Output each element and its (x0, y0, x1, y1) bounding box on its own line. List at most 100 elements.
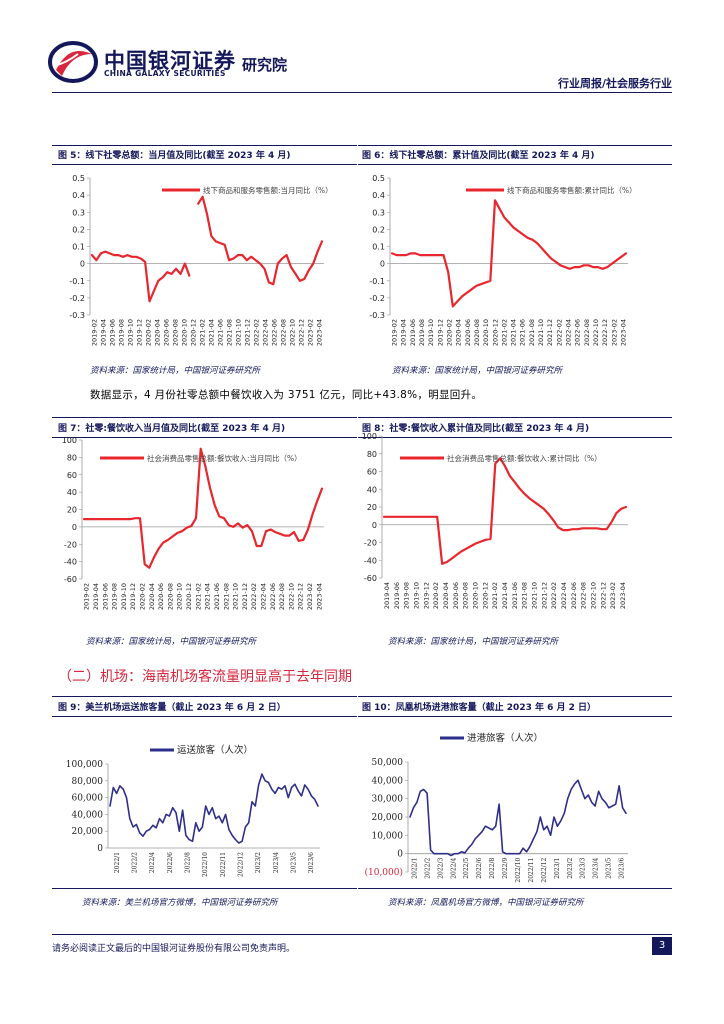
fig8-y-tick-label: -40 (364, 556, 377, 565)
fig6-y-tick-label: 0.2 (372, 225, 385, 234)
fig8-x-tick-label: 2020-02 (432, 582, 440, 609)
fig10-y-tick-label: 30,000 (372, 795, 404, 805)
fig5-x-tick-label: 2021-08 (226, 319, 234, 346)
fig6-chart: 0.5 0.4 0.3 0.2 0.1 0 -0.1 -0.2 -0.3 2019-02 2019-… (356, 168, 646, 356)
fig5-x-tick-label: 2021-10 (235, 319, 243, 346)
fig5-x-tick-label: 2019-06 (109, 319, 117, 346)
fig5-x-tick-label: 2022-02 (253, 319, 261, 346)
fig9-x-tick-label: 2023/5 (291, 852, 298, 873)
fig8-x-tick-label: 2019-08 (403, 582, 411, 609)
fig7-y-tick-label: -20 (64, 540, 77, 549)
fig9-x-tick-label: 2022/4 (149, 852, 156, 873)
fig5-x-tick-label: 2021-04 (208, 319, 216, 346)
page-number: 3 (652, 937, 672, 955)
fig7-x-tick-label: 2022-10 (287, 583, 295, 610)
fig6-x-tick-label: 2022-10 (592, 319, 600, 346)
fig6-legend-label: 线下商品和服务零售额:累计同比（%） (507, 185, 637, 195)
fig10-x-tick-label: 2022/12 (541, 857, 548, 882)
fig5-legend-label: 线下商品和服务零售额:当月同比（%） (203, 185, 333, 195)
logo-text-en: CHINA GALAXY SECURITIES (104, 69, 226, 78)
fig6-x-tick-label: 2021-12 (546, 319, 554, 346)
fig6-y-tick-label: -0.2 (369, 294, 385, 303)
fig9-bottom-rule (52, 888, 357, 889)
fig5-x-tick-label: 2019-10 (127, 319, 135, 346)
fig6-x-tick-label: 2021-10 (537, 319, 545, 346)
fig10-x-tick-label: 2022/2 (424, 857, 431, 878)
fig7-x-tick-label: 2019-12 (129, 583, 137, 610)
fig8-x-tick-label: 2022-08 (580, 582, 588, 609)
report-category: 行业周报/社会服务行业 (557, 77, 672, 90)
fig10-svg: 50,000 40,000 30,000 20,000 10,000 0 (10,000) 2… (364, 732, 628, 883)
fig8-x-tick-label: 2020-08 (462, 582, 470, 609)
fig7-x-tick-label: 2019-02 (83, 583, 91, 610)
fig8-y-tick-label: 60 (367, 468, 377, 477)
fig9-y-tick-label: 0 (97, 844, 103, 854)
fig6-x-tick-label: 2022-04 (565, 319, 573, 346)
fig8-x-tick-label: 2023-04 (619, 582, 627, 609)
fig6-y-tick-label: -0.3 (369, 311, 385, 320)
fig10-title-rule (358, 696, 672, 697)
fig6-x-tick-label: 2022-08 (583, 319, 591, 346)
fig10-x-tick-label: 2022/4 (450, 857, 457, 878)
fig5-y-tick-label: 0.1 (72, 243, 85, 252)
fig9-chart: 100,000 80,000 60,000 40,000 20,000 0 2022/1 20… (52, 728, 342, 880)
fig6-x-tick-label: 2021-04 (510, 319, 518, 346)
fig6-x-tick-label: 2020-12 (491, 319, 499, 346)
fig5-x-tick-label: 2019-12 (136, 319, 144, 346)
fig5-x-tick-label: 2019-08 (118, 319, 126, 346)
fig6-x-tick-label: 2023-04 (619, 319, 627, 346)
fig6-y-tick-label: -0.1 (369, 277, 385, 286)
fig9-svg: 100,000 80,000 60,000 40,000 20,000 0 2022/1 20… (66, 744, 320, 877)
fig6-x-tick-label: 2021-02 (500, 319, 508, 346)
fig8-x-tick-label: 2021-04 (501, 582, 509, 609)
fig9-y-tick-label: 60,000 (72, 794, 104, 804)
fig8-x-tick-label: 2020-10 (471, 582, 479, 609)
fig5-x-tick-label: 2023-04 (316, 319, 324, 346)
fig8-y-tick-label: -20 (364, 539, 377, 548)
fig8-source: 资料来源：国家统计局，中国银河证券研究所 (388, 637, 559, 647)
fig10-y-tick-label: 0 (397, 850, 403, 860)
fig6-x-tick-label: 2022-12 (601, 319, 609, 346)
fig5-x-tick-label: 2022-12 (298, 319, 306, 346)
fig6-x-tick-label: 2019-06 (409, 319, 417, 346)
fig8-legend-label: 社会消费品零售总额:餐饮收入:累计同比（%） (447, 453, 602, 463)
fig10-series-line (409, 779, 627, 857)
fig5-y-tick-label: -0.1 (69, 277, 85, 286)
fig8-title: 图 8：社零:餐饮收入累计值及同比(截至 2023 年 4 月) (362, 424, 590, 434)
fig10-x-tick-label: 2022/3 (437, 857, 444, 878)
footer-disclaimer: 请务必阅读正文最后的中国银河证券股份有限公司免责声明。 (52, 944, 296, 954)
fig10-y-tick-label: 20,000 (372, 813, 404, 823)
fig5-x-tick-label: 2022-06 (271, 319, 279, 346)
fig10-x-tick-label: 2023/2 (567, 857, 574, 878)
fig7-y-tick-label: -40 (64, 558, 77, 567)
fig9-x-tick-label: 2022/10 (202, 852, 209, 877)
fig6-x-tick-label: 2020-02 (446, 319, 454, 346)
fig6-y-tick-label: 0.4 (372, 191, 385, 200)
fig10-x-tick-label: 2023/1 (554, 858, 561, 879)
fig5-title-rule (52, 145, 357, 146)
fig10-source: 资料来源：凤凰机场官方微博，中国银河证券研究所 (388, 898, 584, 908)
fig9-legend-label: 运送旅客（人次） (177, 744, 253, 756)
fig7-x-tick-label: 2022-06 (269, 583, 277, 610)
fig9-x-tick-label: 2022/11 (220, 852, 227, 877)
fig7-y-tick-label: 20 (67, 506, 77, 515)
fig10-x-tick-label: 2023/4 (593, 857, 600, 878)
fig9-x-tick-label: 2022/2 (132, 852, 139, 873)
fig7-x-tick-label: 2019-06 (101, 583, 109, 610)
fig9-title-rule (52, 696, 357, 697)
fig6-x-tick-label: 2020-08 (473, 319, 481, 346)
fig5-y-tick-label: 0.5 (72, 174, 85, 183)
fig6-title: 图 6：线下社零总额：累计值及同比(截至 2023 年 4 月) (362, 151, 595, 161)
fig5-x-tick-label: 2023-02 (307, 319, 315, 346)
fig9-x-tick-label: 2023/6 (308, 852, 315, 873)
fig8-x-tick-label: 2021-02 (491, 582, 499, 609)
fig9-x-tick-label: 2023/4 (273, 852, 280, 873)
fig5-source: 资料来源：国家统计局，中国银河证券研究所 (90, 366, 261, 376)
logo-text-cn: 中国银河证券 (104, 49, 236, 73)
fig7-x-tick-label: 2020-10 (176, 583, 184, 610)
fig7-y-tick-label: 100 (62, 436, 77, 445)
fig7-x-tick-label: 2022-02 (250, 583, 258, 610)
fig8-series-line (382, 457, 628, 565)
fig5-chart: 0.5 0.4 0.3 0.2 0.1 0 -0.1 -0.2 -0.3 2019-02 2019-… (52, 168, 342, 356)
